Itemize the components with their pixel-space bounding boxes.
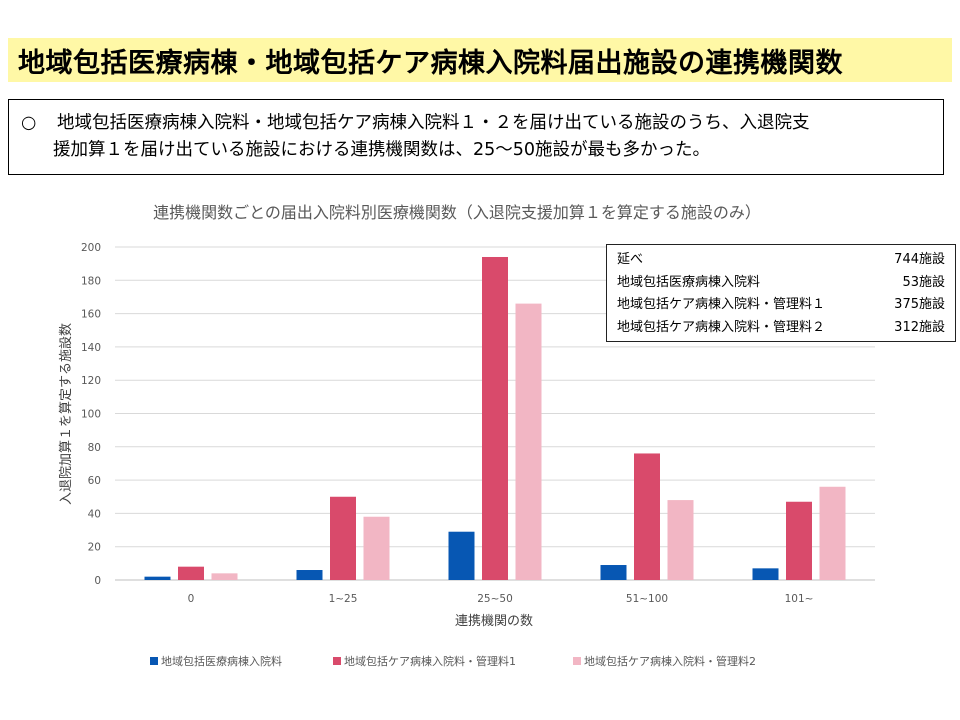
stats-label: 延べ <box>617 252 644 267</box>
bar <box>667 500 694 580</box>
legend-label: 地域包括ケア病棟入院料・管理料2 <box>584 654 756 668</box>
stats-value: 744施設 <box>894 252 945 267</box>
stats-value: 53施設 <box>902 274 945 290</box>
bar <box>515 303 542 580</box>
x-axis-label: 連携機関の数 <box>455 613 533 629</box>
page-title: 地域包括医療病棟・地域包括ケア病棟入院料届出施設の連携機関数 <box>8 38 952 82</box>
legend-swatch <box>150 657 158 665</box>
x-tick-label: 51~100 <box>626 593 668 605</box>
summary-line-2: 援加算１を届け出ている施設における連携機関数は、25～50施設が最も多かった。 <box>53 140 711 160</box>
stats-box: 延べ 744施設 地域包括医療病棟入院料 53施設 地域包括ケア病棟入院料・管理… <box>606 244 956 342</box>
legend-label: 地域包括医療病棟入院料 <box>161 654 282 668</box>
bar <box>634 453 660 580</box>
bars <box>144 256 846 580</box>
stats-row-care2: 地域包括ケア病棟入院料・管理料２ 312施設 <box>617 317 945 340</box>
x-tick-label: 25~50 <box>477 593 513 605</box>
y-tick-label: 160 <box>81 309 101 321</box>
bar <box>144 576 171 580</box>
y-axis-label: 入退院加算１を算定する施設数 <box>58 323 74 505</box>
legend: 地域包括医療病棟入院料 地域包括ケア病棟入院料・管理料1 地域包括ケア病棟入院料・管… <box>150 654 756 668</box>
legend-swatch <box>573 657 581 665</box>
stats-row-medical: 地域包括医療病棟入院料 53施設 <box>617 272 945 295</box>
x-tick-label: 0 <box>188 593 195 605</box>
stats-label: 地域包括ケア病棟入院料・管理料１ <box>617 297 826 312</box>
bar <box>363 516 390 580</box>
y-tick-label: 140 <box>81 342 101 354</box>
bar <box>211 573 238 580</box>
y-tick-label: 0 <box>94 575 101 587</box>
y-tick-label: 100 <box>81 409 101 421</box>
chart-title: 連携機関数ごとの届出入院料別医療機関数（入退院支援加算１を算定する施設のみ） <box>153 203 761 222</box>
stats-row-total: 延べ 744施設 <box>617 249 945 272</box>
stats-value: 312施設 <box>894 319 945 335</box>
y-tick-label: 60 <box>88 475 101 487</box>
summary-line-1: 地域包括医療病棟入院料・地域包括ケア病棟入院料１・２を届け出ている施設のうち、入… <box>57 113 810 133</box>
bar <box>296 570 323 580</box>
bar <box>600 565 627 580</box>
page-title-text: 地域包括医療病棟・地域包括ケア病棟入院料届出施設の連携機関数 <box>18 47 843 79</box>
y-tick-label: 200 <box>81 242 101 254</box>
x-tick-label: 101~ <box>785 593 814 605</box>
legend-label: 地域包括ケア病棟入院料・管理料1 <box>344 654 516 668</box>
y-tick-label: 120 <box>81 375 101 387</box>
summary-box: ○ 地域包括医療病棟入院料・地域包括ケア病棟入院料１・２を届け出ている施設のうち、… <box>8 99 944 175</box>
stats-row-care1: 地域包括ケア病棟入院料・管理料１ 375施設 <box>617 294 945 317</box>
x-axis: 0 1~25 25~50 51~100 101~ <box>188 593 814 605</box>
y-axis: 0 20 40 60 80 100 120 140 160 180 200 <box>81 242 101 587</box>
summary-marker: ○ <box>21 113 37 133</box>
stats-value: 375施設 <box>894 297 945 312</box>
stats-label: 地域包括医療病棟入院料 <box>617 274 761 290</box>
x-tick-label: 1~25 <box>329 593 358 605</box>
bar <box>482 256 508 580</box>
bar <box>752 568 779 580</box>
y-tick-label: 80 <box>88 442 101 454</box>
y-tick-label: 40 <box>88 508 101 520</box>
stats-label: 地域包括ケア病棟入院料・管理料２ <box>617 319 826 335</box>
bar <box>448 531 475 580</box>
bar <box>178 566 204 580</box>
y-tick-label: 20 <box>88 542 101 554</box>
bar <box>786 501 812 580</box>
y-tick-label: 180 <box>81 275 101 287</box>
bar <box>819 486 846 580</box>
bar <box>330 496 356 580</box>
legend-swatch <box>333 657 341 665</box>
